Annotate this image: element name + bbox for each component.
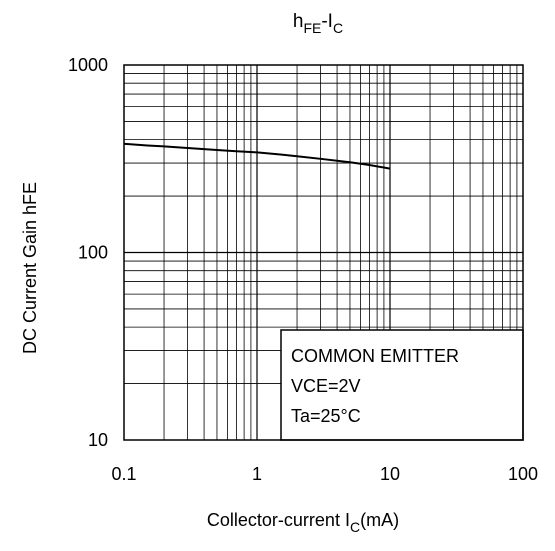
x-tick-label: 100 bbox=[508, 464, 538, 484]
plot-frame bbox=[123, 64, 524, 441]
y-tick-label: 10 bbox=[88, 430, 108, 450]
title-main: h bbox=[293, 11, 304, 32]
title-separator: -I bbox=[321, 11, 333, 32]
legend-line-1: COMMON EMITTER bbox=[291, 346, 459, 366]
title-main-subscript: FE bbox=[303, 20, 321, 36]
y-tick-label: 1000 bbox=[68, 55, 108, 75]
x-tick-label: 1 bbox=[252, 464, 262, 484]
x-tick-labels: 0.1 1 10 100 bbox=[111, 464, 538, 484]
y-axis-label: DC Current Gain hFE bbox=[20, 182, 40, 354]
x-axis-label-subscript: C bbox=[350, 519, 360, 535]
legend-box bbox=[280, 329, 524, 441]
y-tick-labels: 10 100 1000 bbox=[68, 55, 108, 450]
legend-line-3: Ta=25°C bbox=[291, 406, 361, 426]
series-line-hfe bbox=[123, 142, 391, 170]
x-axis-label-prefix: Collector-current I bbox=[207, 510, 350, 530]
chart-title: hFE-IC bbox=[293, 11, 343, 36]
y-tick-label: 100 bbox=[78, 243, 108, 263]
x-axis-label-suffix: (mA) bbox=[360, 510, 399, 530]
x-tick-label: 0.1 bbox=[111, 464, 136, 484]
x-axis-label: Collector-current IC(mA) bbox=[207, 510, 399, 535]
title-separator-subscript: C bbox=[333, 20, 343, 36]
legend-line-2: VCE=2V bbox=[291, 376, 361, 396]
x-tick-label: 10 bbox=[380, 464, 400, 484]
legend: COMMON EMITTER VCE=2V Ta=25°C bbox=[280, 329, 524, 441]
